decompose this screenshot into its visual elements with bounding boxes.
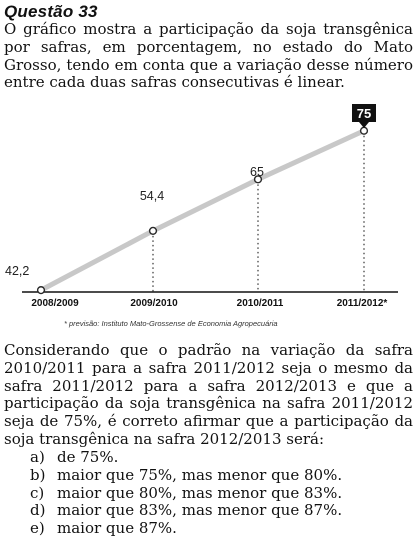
x-tick-label: 2008/2009 <box>31 298 79 309</box>
option-letter: c) <box>30 483 45 502</box>
answer-option[interactable]: c) maior que 80%, mas menor que 83%. <box>30 483 343 503</box>
value-label-badge-pointer <box>359 122 369 128</box>
option-letter: a) <box>30 448 45 466</box>
data-markers <box>36 126 369 295</box>
option-text: maior que 80%, mas menor que 83%. <box>57 483 343 502</box>
option-letter: b) <box>30 465 46 484</box>
chart-footnote: * previsão: Instituto Mato-Grossense de … <box>64 319 278 328</box>
data-point <box>359 126 369 135</box>
value-labels: 42,2 54,4 65 75 <box>5 104 376 278</box>
dotted-guides <box>152 135 365 292</box>
data-point <box>36 286 46 295</box>
series-line <box>38 128 367 293</box>
data-point <box>148 226 158 235</box>
option-text: maior que 87%. <box>57 519 177 538</box>
option-text: maior que 75%, mas menor que 80%. <box>57 465 343 484</box>
x-tick-label: 2009/2010 <box>130 298 178 309</box>
question-prompt: Considerando que o padrão na variação da… <box>4 341 413 448</box>
option-text: de 75%. <box>57 448 119 466</box>
x-tick-label: 2010/2011 <box>237 298 284 309</box>
x-tick-label: 2011/2012* <box>337 298 388 309</box>
option-text: maior que 83%, mas menor que 87%. <box>57 501 343 520</box>
answer-option[interactable]: e) maior que 87%. <box>30 519 342 538</box>
x-tick-labels: 2008/2009 2009/2010 2010/2011 2011/2012* <box>31 298 387 309</box>
answer-option[interactable]: b) maior que 75%, mas menor que 80%. <box>30 465 343 485</box>
value-label-badge <box>352 104 376 122</box>
soy-participation-chart: 42,2 54,4 65 75 2008/2009 2009/2010 2010/2011… <box>5 104 398 309</box>
option-letter: d) <box>30 501 46 520</box>
data-point <box>253 175 263 184</box>
value-label: 75 <box>357 106 371 121</box>
value-label-highlighted: 75 <box>352 104 376 128</box>
option-letter: e) <box>30 519 45 538</box>
value-label: 54,4 <box>140 189 164 203</box>
series-line-path <box>38 128 367 293</box>
value-label: 65 <box>250 165 264 179</box>
question-intro: O gráfico mostra a participação da soja … <box>4 20 413 92</box>
value-label: 42,2 <box>5 264 29 278</box>
answer-option[interactable]: d) maior que 83%, mas menor que 87%. <box>30 502 342 520</box>
answer-option[interactable]: a) de 75%. <box>30 448 342 467</box>
question-title: Questão 33 <box>4 2 98 21</box>
answer-options: a) de 75%. b) maior que 75%, mas menor que … <box>30 448 343 538</box>
